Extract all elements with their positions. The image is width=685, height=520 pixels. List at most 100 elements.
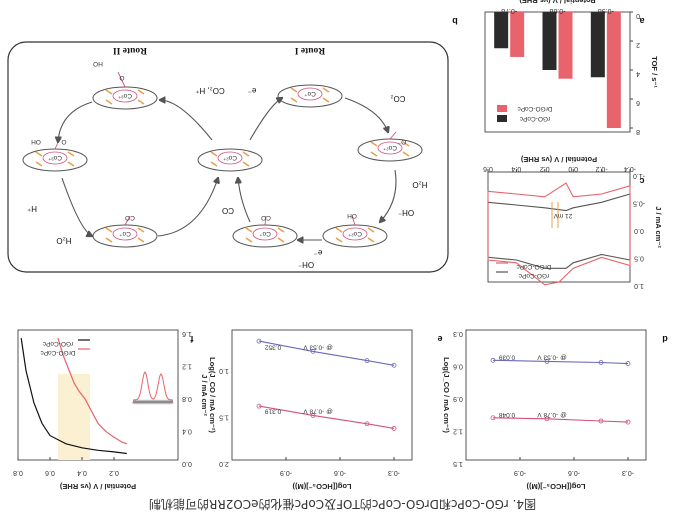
chart-f-legend-0: rGO-CoPc xyxy=(42,340,73,347)
arrow-route1-top-to-right xyxy=(344,97,388,132)
chart-f-line-rGO-CoPc xyxy=(20,338,127,455)
chart-d-point-0-1 xyxy=(544,416,550,422)
chart-f-ytick-3: 1.2 xyxy=(182,363,192,370)
chart-f-xlabel: Potential / V (vs RHE) xyxy=(59,482,136,491)
chart-c-letter: c xyxy=(639,176,644,186)
molecule-route1-right-n-mark-3 xyxy=(402,151,410,157)
chart-c-legend-0-text: rGO-CoPc xyxy=(518,272,549,279)
chart-c-xtick-0: -0.4 xyxy=(624,165,636,172)
molecule-route1-bottomright-ring xyxy=(342,227,368,241)
molecule-route1-bottomright-n-mark-0 xyxy=(335,227,343,233)
chart-c-ytick-2: 0.0 xyxy=(634,227,644,234)
molecule-center-ring xyxy=(217,151,243,165)
chart-a-ytick-0: 0 xyxy=(636,12,640,19)
svg-text:OH: OH xyxy=(347,212,357,219)
arrow-center-to-route2-top xyxy=(160,100,213,141)
chart-f-inset-red xyxy=(133,371,173,401)
arrow-center-to-route1-top xyxy=(249,98,282,141)
chart-c-legend-1-text: DrGO-CoPc xyxy=(516,263,552,270)
chart-c-xtick-1: -0.2 xyxy=(595,165,607,172)
chart-d-slope-0-text: 0.048 xyxy=(498,411,515,418)
chart-a-xlabel-text: Potential / V (vs RHE) xyxy=(519,0,596,5)
molecule-route1-right: Co²⁺ xyxy=(357,138,423,162)
chart-c-letter-text: c xyxy=(639,176,644,186)
chart-c-line-rGO-CoPc xyxy=(487,193,631,269)
chart-a-ytick-1: 2 xyxy=(636,41,640,48)
reagent-co2-route1: CO₂ xyxy=(390,94,405,103)
molecule-route2-top: Co³⁺ xyxy=(92,86,158,110)
molecule-route1-top-ring xyxy=(297,87,323,101)
chart-a-xtick-1-text: -0.88 xyxy=(549,7,565,14)
chart-a-xtick-2-text: -0.78 xyxy=(501,7,517,14)
chart-d-ytick-0: 0.3 xyxy=(453,330,463,337)
svg-text:OH⁻: OH⁻ xyxy=(298,260,314,269)
molecule-route1-bottomright-n-mark-3 xyxy=(367,237,375,243)
chart-e-ytick-0-text: 1.0 xyxy=(219,367,229,374)
chart-f-legend-0-text: rGO-CoPc xyxy=(42,340,73,347)
chart-d-series-0-text: @ -0.78 V xyxy=(537,411,567,418)
molecule-route2-top-ring xyxy=(112,89,138,103)
chart-d-ytick-0-text: 0.3 xyxy=(453,330,463,337)
reagent-h2o-left: H₂O xyxy=(56,236,71,245)
adsorbate-ominus-right: O⁻ xyxy=(397,138,406,145)
molecule-route1-bottom-n-mark-0 xyxy=(245,227,253,233)
chart-d-letter-text: d xyxy=(662,334,668,344)
molecule-route2-bottom-ring xyxy=(112,227,138,241)
chart-e-fit-1 xyxy=(258,340,395,366)
chart-d-series-1-text: @ -0.53 V xyxy=(537,353,567,360)
chart-e-slope-1: 0.352 xyxy=(264,343,281,350)
arrow-route1-bottom-to-center xyxy=(238,178,251,223)
molecule-route1-top-center-label-text: Co⁺ xyxy=(304,90,316,97)
chart-e-ytick-2-text: 2.0 xyxy=(219,460,229,467)
chart-e-series-1-text: @ -0.53 V xyxy=(303,343,333,350)
molecule-route2-bottom-n-mark-1 xyxy=(137,227,145,233)
chart-e-letter-text: e xyxy=(437,334,442,344)
chart-c-ytick-1-text: -0.5 xyxy=(633,200,645,207)
molecule-route1-top-n-mark-1 xyxy=(322,87,330,93)
svg-text:CO: CO xyxy=(125,214,135,221)
svg-text:HO: HO xyxy=(93,60,103,67)
molecule-route1-bottom: Co⁺ xyxy=(232,224,298,248)
chart-a-letter-text: a xyxy=(639,16,645,26)
chart-d-xlabel-text: Log([HCO₃⁻](M)) xyxy=(526,482,586,491)
chart-f-ytick-2-text: 0.8 xyxy=(182,395,192,402)
chart-d-slope-1-text: 0.039 xyxy=(498,353,515,360)
adsorbate-bond-1 xyxy=(54,137,61,150)
molecule-center-center-label-text: Co²⁺ xyxy=(222,154,236,161)
molecule-route1-bottom-n-mark-2 xyxy=(245,237,253,243)
chart-e-xtick-0: -0.3 xyxy=(388,469,400,476)
svg-text:O: O xyxy=(119,74,124,81)
svg-text:CO₂, H⁺: CO₂, H⁺ xyxy=(195,86,225,95)
chart-e-ytick-1: 1.5 xyxy=(219,414,229,421)
chart-e-xtick-2: -0.9 xyxy=(280,469,292,476)
molecule-route2-top-n-mark-1 xyxy=(137,89,145,95)
chart-d-ylabel: Log(J_CO / mA cm⁻²) xyxy=(442,357,451,433)
chart-a-ytick-3: 6 xyxy=(636,99,640,106)
chart-f-ytick-4-text: 1.6 xyxy=(182,330,192,337)
chart-c-ytick-4-text: 1.0 xyxy=(634,282,644,289)
chart-a-bar-rGO-CoPc--0.98 xyxy=(590,12,605,78)
molecule-route2-top-n-mark-2 xyxy=(105,99,113,105)
chart-e-point-0-1 xyxy=(310,413,316,418)
chart-e-series-0-text: @ -0.78 V xyxy=(303,407,333,414)
molecule-route2-left-n-mark-0 xyxy=(35,151,43,157)
chart-c-ytick-4: 1.0 xyxy=(634,282,644,289)
chart-a-bar-DrGO-CoPc--0.98 xyxy=(606,12,621,128)
reagent-co2-h: CO₂, H⁺ xyxy=(195,86,225,95)
chart-c-xtick-4: 0.4 xyxy=(511,165,521,172)
adsorbate-bond-5 xyxy=(124,215,131,226)
chart-f-ytick-2: 0.8 xyxy=(182,395,192,402)
chart-d-frame xyxy=(465,329,647,461)
chart-e-slope-1-text: 0.352 xyxy=(264,343,281,350)
molecule-center-n-mark-0 xyxy=(210,151,218,157)
chart-d-xtick-1: -0.6 xyxy=(568,469,580,476)
molecule-route1-bottom-ring xyxy=(252,227,278,241)
chart-c-ytick-0: -1.0 xyxy=(633,172,645,179)
reagent-e2: e⁻ xyxy=(314,248,323,257)
chart-f-ytick-0: 0.0 xyxy=(182,460,192,467)
molecule-route2-top-n-mark-0 xyxy=(105,89,113,95)
molecule-route1-bottom-center-label: Co⁺ xyxy=(259,230,271,237)
chart-c-ylabel: J / mA cm⁻² xyxy=(654,206,663,248)
chart-a-xtick-0-text: -0.98 xyxy=(598,7,614,14)
